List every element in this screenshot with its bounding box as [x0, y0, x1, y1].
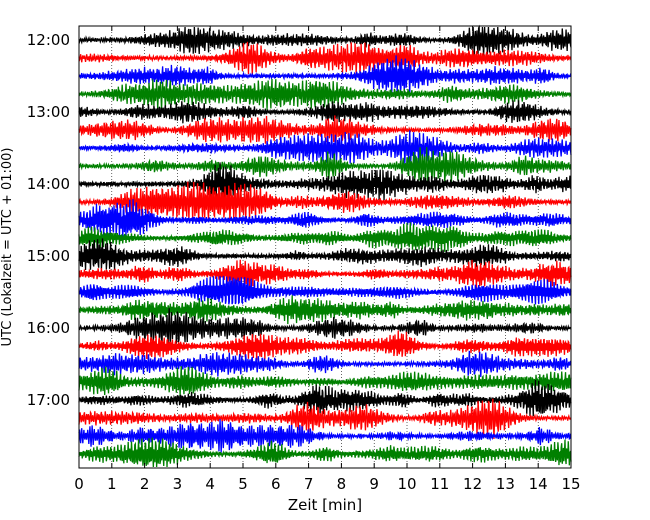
trace-group [78, 24, 572, 468]
x-axis-ticks: 0 1 2 3 4 5 6 7 8 9 10 11 12 13 14 15 [74, 26, 581, 493]
x-tick-label: 11 [430, 475, 449, 493]
trace-1300 [78, 100, 572, 124]
trace-1715 [78, 398, 572, 440]
trace-1530 [78, 275, 572, 305]
plot-frame [78, 25, 572, 469]
x-tick-label: 0 [74, 475, 84, 493]
trace-1415 [78, 181, 572, 223]
x-tick-label: 8 [337, 475, 347, 493]
x-tick-label: 2 [140, 475, 150, 493]
x-tick-label: 3 [173, 475, 183, 493]
trace-1345 [78, 147, 572, 184]
trace-1600 [78, 308, 572, 348]
trace-1615 [78, 330, 572, 361]
x-tick-label: 4 [205, 475, 215, 493]
trace-1500 [78, 238, 572, 271]
trace-1545 [78, 295, 572, 325]
trace-1400 [78, 162, 572, 206]
x-tick-label: 9 [369, 475, 379, 493]
x-tick-label: 10 [397, 475, 416, 493]
trace-1730 [78, 419, 572, 453]
trace-1430 [78, 199, 572, 239]
x-tick-label: 13 [496, 475, 515, 493]
x-tick-label: 12 [463, 475, 482, 493]
trace-1230 [78, 55, 572, 97]
trace-1445 [78, 222, 572, 254]
y-tick-label: 17:00 [27, 391, 70, 409]
trace-1745 [78, 437, 572, 468]
trace-1645 [78, 366, 572, 396]
x-tick-label: 6 [271, 475, 281, 493]
trace-1630 [78, 350, 572, 378]
trace-1515 [78, 259, 572, 290]
y-axis-label: UTC (Lokalzeit = UTC + 01:00) [0, 148, 15, 347]
y-tick-label: 12:00 [27, 31, 70, 49]
x-axis-label: Zeit [min] [288, 496, 362, 514]
trace-1215 [78, 41, 572, 76]
trace-1200 [78, 24, 572, 59]
trace-1245 [78, 78, 572, 111]
y-tick-label: 15:00 [27, 247, 70, 265]
x-tick-label: 14 [529, 475, 548, 493]
y-tick-label: 14:00 [27, 175, 70, 193]
trace-1330 [78, 130, 572, 166]
y-tick-label: 13:00 [27, 103, 70, 121]
y-tick-label: 16:00 [27, 319, 70, 337]
x-tick-label: 15 [561, 475, 580, 493]
y-axis-ticks: 12:00 13:00 14:00 15:00 16:00 17:00 [27, 31, 571, 409]
x-tick-label: 5 [238, 475, 248, 493]
x-tick-label: 1 [107, 475, 117, 493]
x-tick-label: 7 [304, 475, 314, 493]
